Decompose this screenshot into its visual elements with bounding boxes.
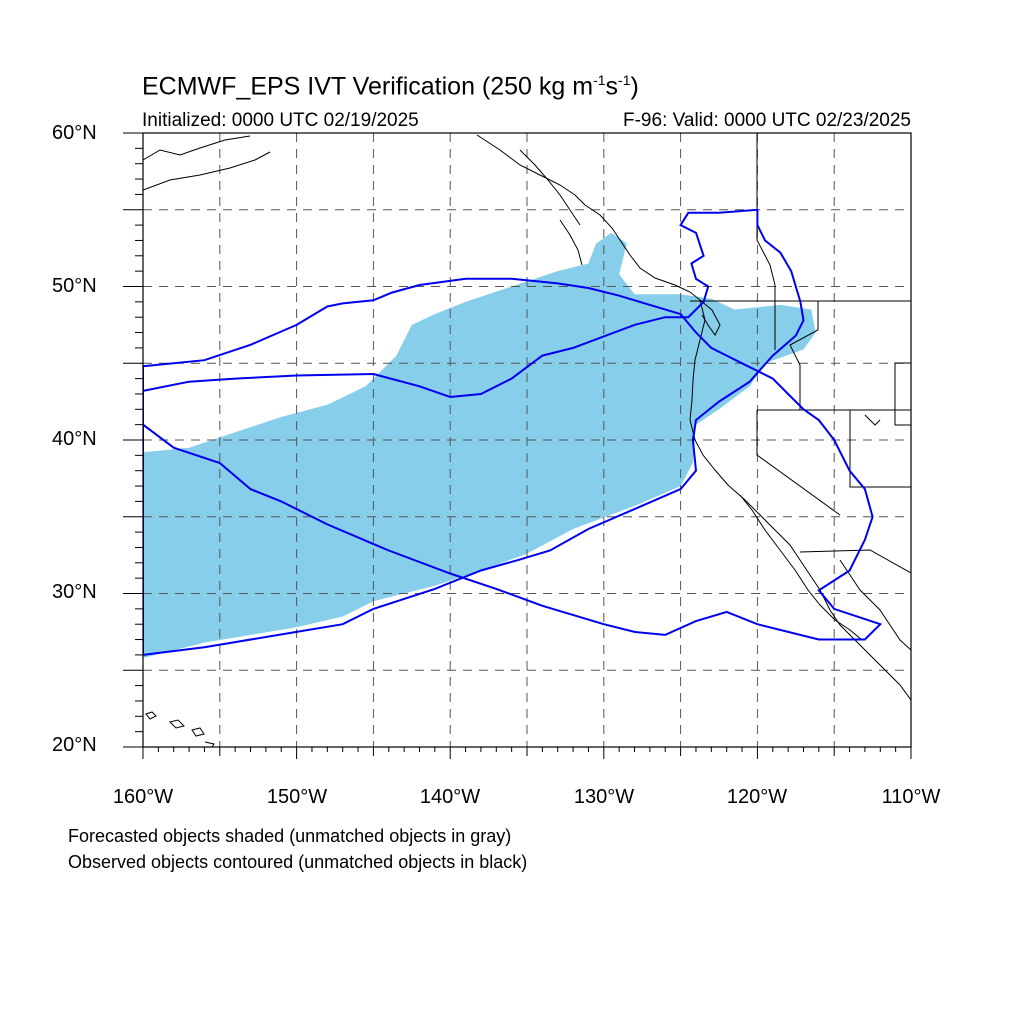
lon-label-150w: 150°W: [266, 786, 328, 808]
lon-label-140w: 140°W: [419, 786, 481, 808]
observed-legend-note: Observed objects contoured (unmatched ob…: [68, 852, 528, 872]
initialized-label: Initialized: 0000 UTC 02/19/2025: [142, 110, 419, 131]
lat-label-60: 60°N: [52, 122, 97, 144]
forecast-legend-note: Forecasted objects shaded (unmatched obj…: [68, 826, 512, 846]
graticule: [143, 133, 911, 747]
lat-label-30: 30°N: [52, 581, 97, 603]
lat-label-40: 40°N: [52, 428, 97, 450]
lon-label-120w: 120°W: [726, 786, 788, 808]
chart-title: ECMWF_EPS IVT Verification (250 kg m-1s-…: [142, 72, 639, 101]
axis-ticks: [123, 132, 912, 759]
observed-contour-0: [143, 208, 883, 656]
lon-label-130w: 130°W: [573, 786, 635, 808]
coastlines: [143, 134, 911, 747]
lat-label-50: 50°N: [52, 275, 97, 297]
valid-time-label: F-96: Valid: 0000 UTC 02/23/2025: [623, 110, 911, 131]
forecast-object-fill: [143, 232, 816, 659]
lat-label-20: 20°N: [52, 734, 97, 756]
observed-objects: [143, 208, 883, 656]
lon-label-160w: 160°W: [112, 786, 174, 808]
lon-label-110w: 110°W: [881, 786, 941, 808]
